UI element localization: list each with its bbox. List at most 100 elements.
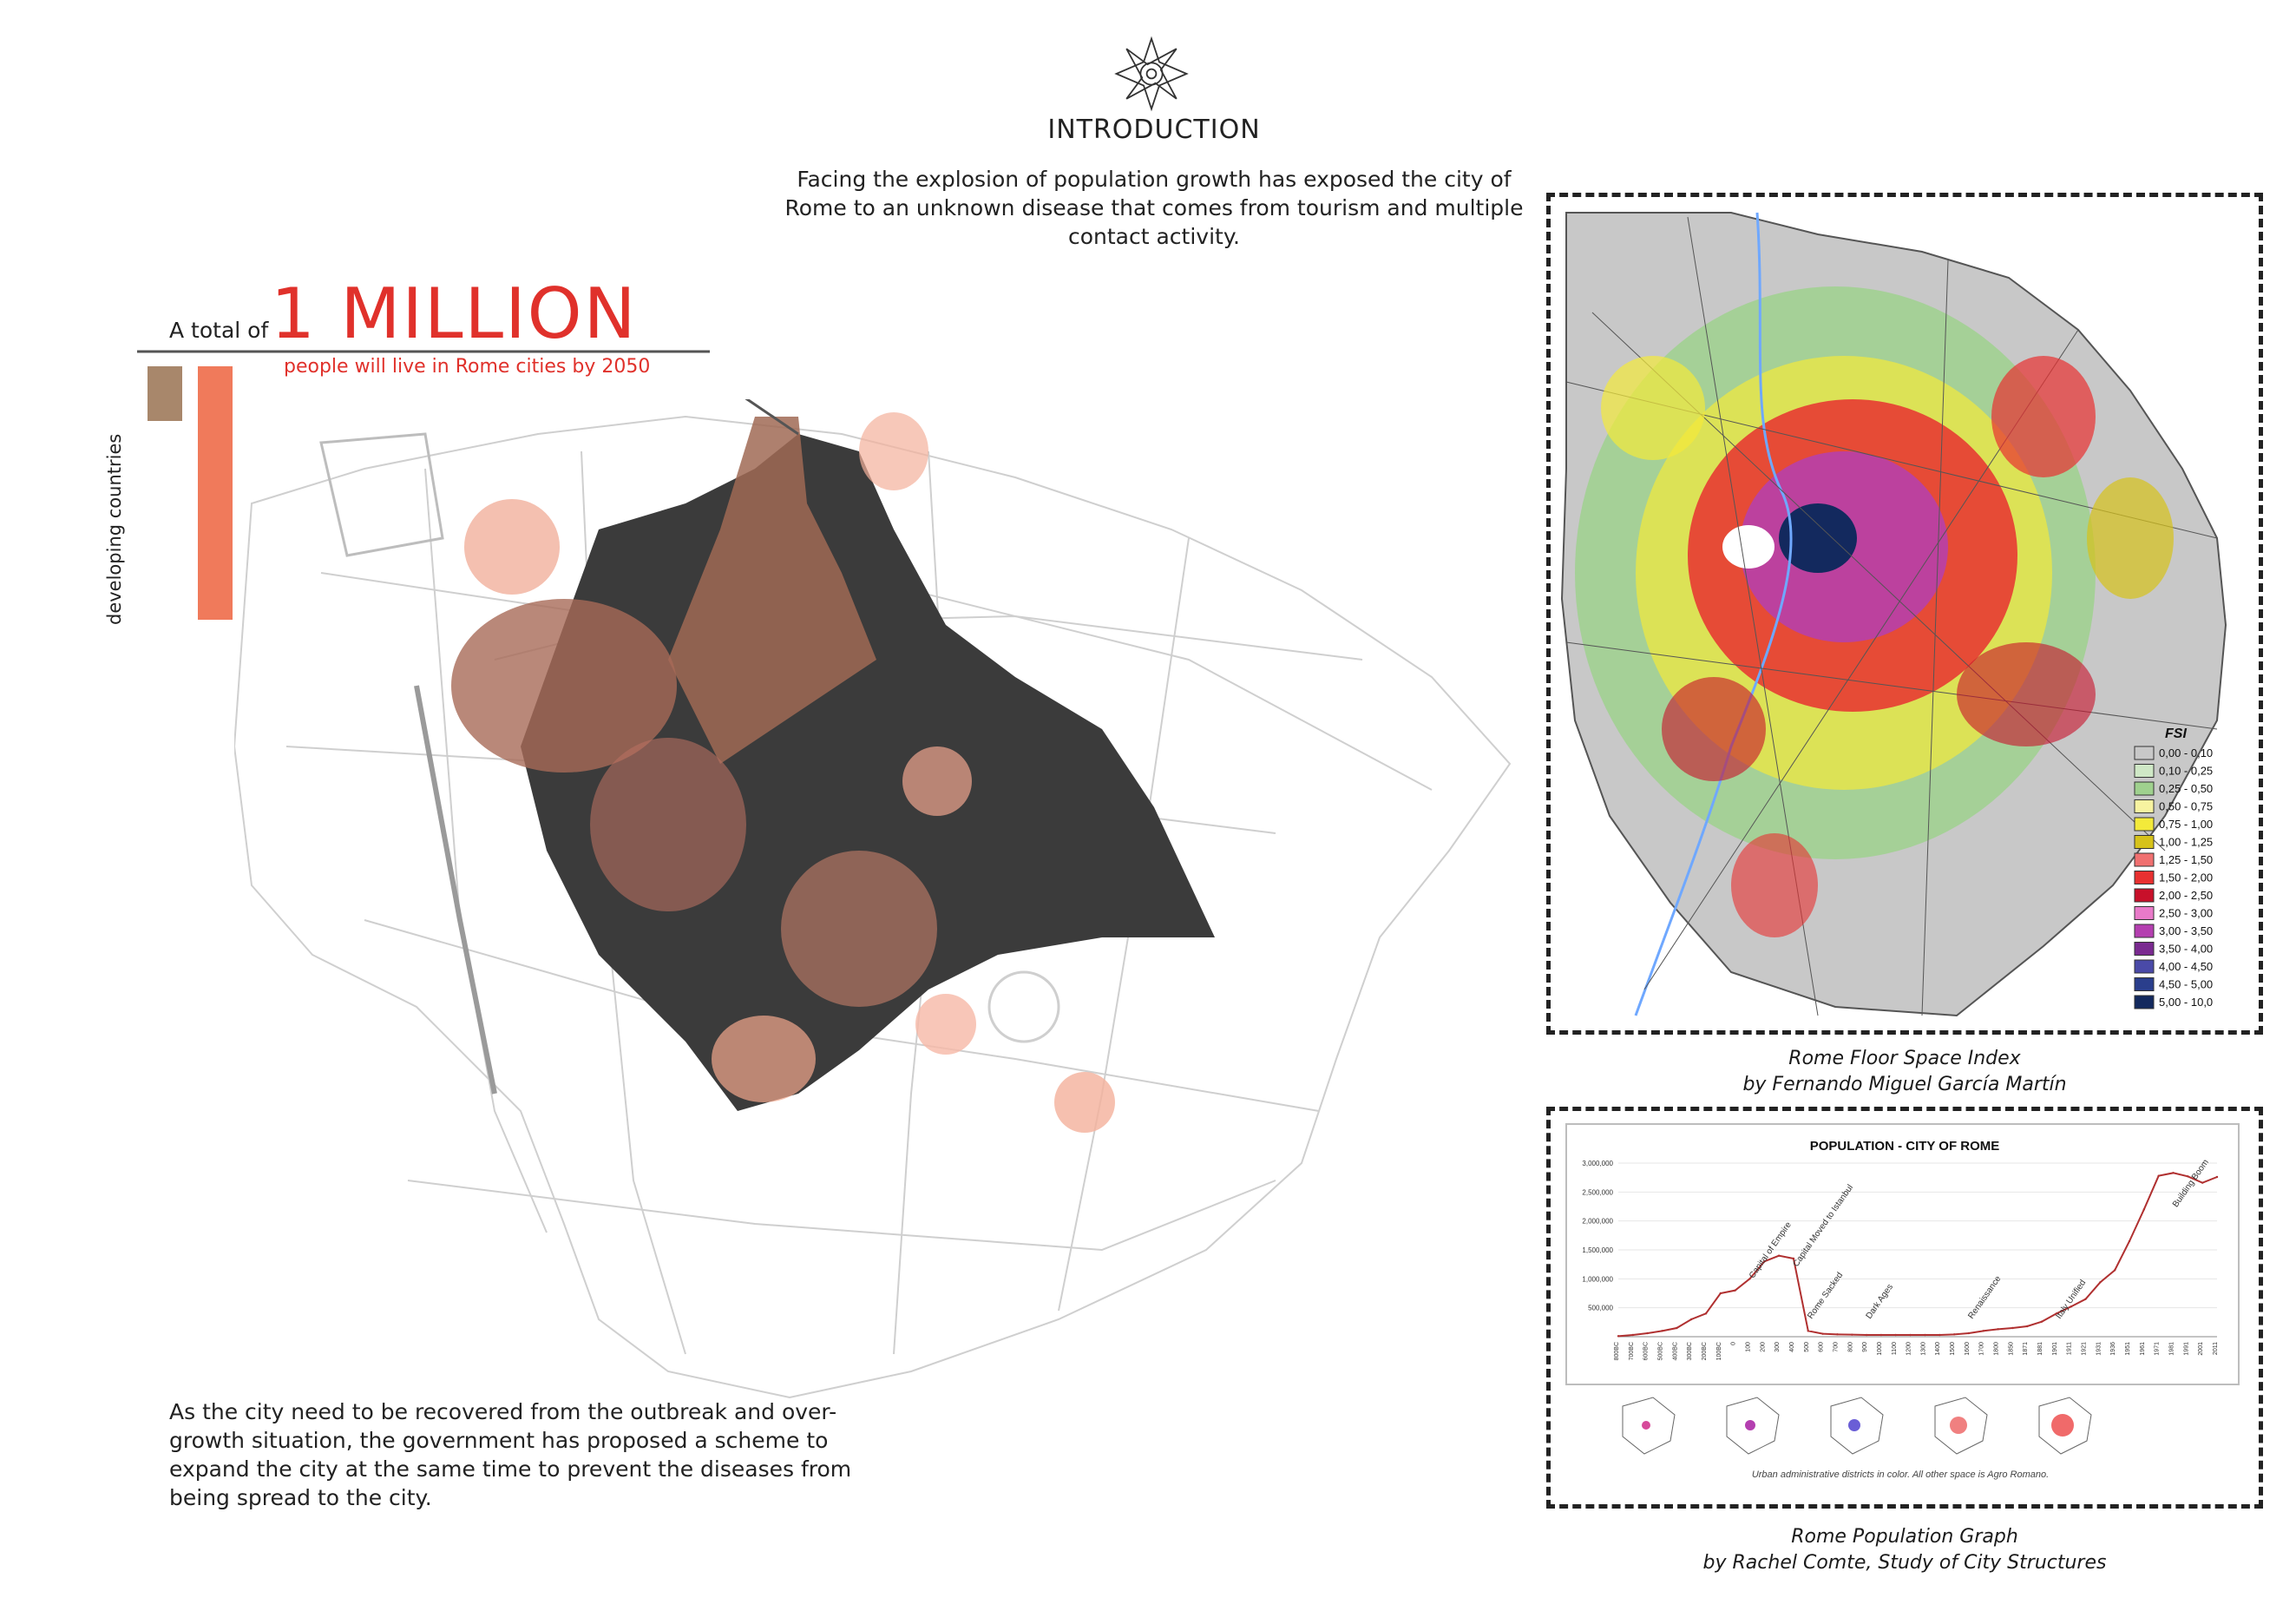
population-point [1836, 1333, 1839, 1336]
x-tick-label: 400BC [1672, 1342, 1678, 1360]
fsi-legend-label: 4,50 - 5,00 [2159, 978, 2213, 991]
x-tick-label: 300 [1774, 1342, 1781, 1352]
fsi-legend-label: 0,75 - 1,00 [2159, 818, 2213, 831]
population-point [1909, 1333, 1912, 1337]
population-point [1807, 1330, 1809, 1332]
population-point [1924, 1333, 1926, 1337]
rome-historic-map [234, 399, 1512, 1399]
fsi-legend-swatch [2134, 764, 2155, 778]
population-point [2055, 1312, 2058, 1315]
chart-footnote: Urban administrative districts in color.… [1752, 1469, 2049, 1480]
developing-countries-label: developing countries [104, 433, 125, 625]
fsi-legend-swatch [2134, 995, 2155, 1009]
fsi-legend-swatch [2134, 906, 2155, 920]
population-point [1851, 1333, 1853, 1336]
fsi-legend-label: 4,00 - 4,50 [2159, 960, 2213, 973]
x-tick-label: 100BC [1716, 1342, 1722, 1360]
intro-title: INTRODUCTION [1047, 115, 1261, 145]
population-point [1865, 1333, 1868, 1337]
x-tick-label: 1931 [2096, 1342, 2102, 1356]
population-point [1617, 1335, 1620, 1338]
population-point [1967, 1331, 1971, 1335]
population-point [1777, 1254, 1781, 1257]
x-tick-label: 1991 [2183, 1342, 2189, 1356]
fsi-legend-label: 1,00 - 1,25 [2159, 836, 2213, 849]
x-tick-label: 2001 [2198, 1342, 2204, 1356]
x-tick-label: 1921 [2082, 1342, 2088, 1356]
x-tick-label: 800 [1847, 1342, 1853, 1352]
fsi-legend-label: 5,00 - 10,0 [2159, 996, 2213, 1009]
population-point [2113, 1269, 2116, 1272]
x-tick-label: 300BC [1687, 1342, 1693, 1360]
fsi-legend-swatch [2134, 924, 2155, 938]
population-point [1894, 1333, 1897, 1337]
population-point [1646, 1331, 1649, 1335]
population-point [2084, 1298, 2087, 1300]
x-tick-label: 1971 [2155, 1342, 2161, 1356]
x-tick-label: 600 [1819, 1342, 1825, 1352]
population-point [2070, 1305, 2072, 1308]
fsi-legend: 0,00 - 0,10 0,10 - 0,25 0,25 - 0,50 0,50 - … [2134, 746, 2213, 1009]
fsi-legend-label: 3,00 - 3,50 [2159, 924, 2213, 937]
fsi-legend-swatch [2134, 977, 2155, 991]
population-point [1952, 1333, 1956, 1336]
population-figure-frame [1546, 1107, 2263, 1509]
population-point [1982, 1330, 1984, 1332]
x-tick-label: 800BC [1614, 1342, 1620, 1360]
x-tick-label: 1881 [2037, 1342, 2043, 1356]
fsi-legend-swatch [2134, 959, 2155, 974]
district-thumbnails [1622, 1397, 2092, 1455]
y-tick-label: 3,000,000 [1582, 1160, 1613, 1167]
x-tick-label: 1911 [2067, 1342, 2073, 1355]
population-point [2172, 1172, 2175, 1174]
population-point [2201, 1181, 2204, 1184]
x-tick-label: 1871 [2023, 1342, 2029, 1356]
fsi-legend-swatch [2134, 746, 2155, 760]
fsi-legend-title: FSI [2165, 727, 2187, 741]
fsi-legend-swatch [2134, 781, 2155, 796]
x-tick-label: 100 [1745, 1342, 1751, 1352]
x-tick-label: 1500 [1950, 1342, 1956, 1356]
population-point [1719, 1292, 1722, 1295]
x-tick-label: 700 [1833, 1342, 1839, 1352]
x-tick-label: 1700 [1979, 1342, 1985, 1356]
population-point [1661, 1330, 1663, 1332]
x-tick-label: 1200 [1906, 1342, 1912, 1356]
fsi-legend-label: 0,00 - 0,10 [2159, 746, 2213, 759]
population-point [2040, 1320, 2043, 1323]
population-caption-title: Rome Population Graph [1791, 1526, 2018, 1548]
fsi-caption-author: by Fernando Miguel García Martín [1742, 1074, 2067, 1095]
population-point [1734, 1289, 1736, 1292]
population-chart: POPULATION - CITY OF ROME 3,000,000 2,500… [1565, 1123, 2240, 1480]
x-tick-label: 400 [1789, 1342, 1795, 1352]
fsi-legend-label: 1,50 - 2,00 [2159, 871, 2213, 884]
y-tick-label: 2,500,000 [1582, 1188, 1613, 1196]
x-tick-label: 1981 [2169, 1342, 2175, 1356]
fsi-legend-swatch [2134, 852, 2155, 867]
population-point [1792, 1257, 1795, 1260]
x-tick-label: 1400 [1935, 1342, 1941, 1356]
intro-paragraph: Facing the explosion of population growt… [784, 167, 1524, 249]
orange-bar [198, 366, 233, 620]
population-point [1689, 1318, 1693, 1321]
population-point [1676, 1326, 1678, 1330]
y-tick-label: 1,500,000 [1582, 1246, 1613, 1254]
x-tick-label: 200BC [1702, 1342, 1708, 1360]
x-tick-label: 1300 [1920, 1342, 1926, 1356]
population-point [2128, 1239, 2131, 1243]
population-point [2157, 1174, 2160, 1177]
fsi-figure-frame [1546, 193, 2263, 1035]
fsi-legend-swatch [2134, 871, 2155, 884]
population-point [2026, 1325, 2029, 1328]
brown-bar [148, 366, 182, 421]
population-point [1763, 1260, 1766, 1263]
fsi-legend-label: 0,50 - 0,75 [2159, 800, 2213, 813]
fsi-legend-label: 3,50 - 4,00 [2159, 943, 2213, 956]
population-point [1997, 1328, 1999, 1331]
x-tick-label: 2011 [2213, 1342, 2219, 1355]
x-tick-label: 1951 [2125, 1342, 2131, 1356]
x-tick-label: 500BC [1657, 1342, 1663, 1360]
million-value: 1 MILLION [271, 273, 638, 354]
population-point [2011, 1326, 2014, 1330]
fsi-caption-title: Rome Floor Space Index [1788, 1048, 2021, 1069]
